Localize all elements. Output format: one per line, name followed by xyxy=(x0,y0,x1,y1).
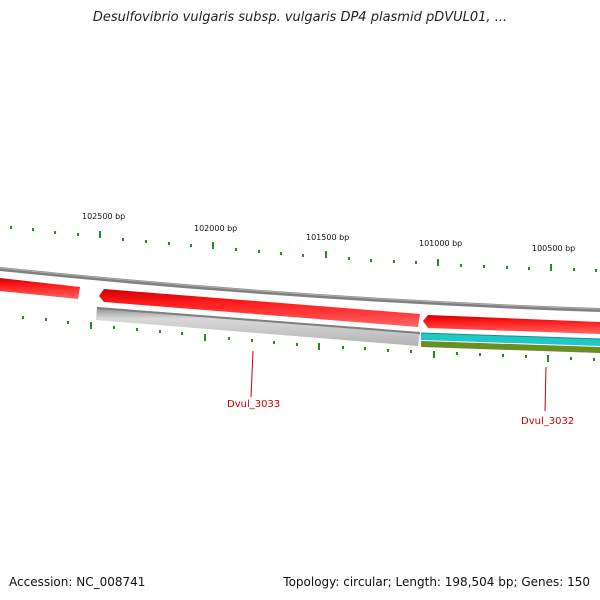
minor-tick xyxy=(573,268,575,271)
minor-tick xyxy=(228,337,230,340)
minor-tick xyxy=(136,328,138,331)
inner-tick-ring xyxy=(22,316,595,362)
minor-tick xyxy=(528,267,530,270)
plasmid-backbone xyxy=(0,267,600,312)
minor-tick xyxy=(181,332,183,335)
minor-tick xyxy=(479,353,481,356)
minor-tick xyxy=(145,240,147,243)
minor-tick xyxy=(258,250,260,253)
outer-tick-ring xyxy=(10,226,597,272)
minor-tick xyxy=(113,326,115,329)
tick-label-101500: 101500 bp xyxy=(306,233,349,242)
callout-line-dvul-3033 xyxy=(250,350,254,398)
tick-label-101000: 101000 bp xyxy=(419,239,462,248)
minor-tick xyxy=(506,266,508,269)
major-tick xyxy=(325,251,327,258)
major-tick xyxy=(433,351,435,358)
gene-label-dvul-3033[interactable]: Dvul_3033 xyxy=(227,399,280,410)
minor-tick xyxy=(370,259,372,262)
cyan-feature-dvul-3032[interactable] xyxy=(421,333,600,346)
minor-tick xyxy=(77,233,79,236)
minor-tick xyxy=(302,254,304,257)
minor-tick xyxy=(410,350,412,353)
minor-tick xyxy=(456,352,458,355)
major-tick xyxy=(99,231,101,238)
major-tick xyxy=(318,343,320,350)
minor-tick xyxy=(483,265,485,268)
cyan-feature-shadow xyxy=(420,332,600,340)
callout-line-dvul-3032 xyxy=(544,366,547,412)
major-tick xyxy=(90,322,92,329)
minor-tick xyxy=(415,261,417,264)
genome-summary-label: Topology: circular; Length: 198,504 bp; … xyxy=(283,575,590,589)
map-title: Desulfovibrio vulgaris subsp. vulgaris D… xyxy=(92,10,508,25)
major-tick xyxy=(437,259,439,266)
minor-tick xyxy=(67,321,69,324)
minor-tick xyxy=(22,316,24,319)
minor-tick xyxy=(570,357,572,360)
minor-tick xyxy=(10,226,12,229)
major-tick xyxy=(204,334,206,341)
minor-tick xyxy=(393,260,395,263)
tick-label-102500: 102500 bp xyxy=(82,212,125,221)
minor-tick xyxy=(273,341,275,344)
minor-tick xyxy=(251,339,253,342)
forward-cds-right[interactable] xyxy=(423,315,600,334)
minor-tick xyxy=(296,343,298,346)
major-tick xyxy=(550,264,552,271)
minor-tick xyxy=(387,349,389,352)
reverse-feature-dvul-3033[interactable] xyxy=(96,307,420,346)
minor-tick xyxy=(595,269,597,272)
accession-label: Accession: NC_008741 xyxy=(9,575,146,589)
major-tick xyxy=(212,242,214,249)
minor-tick xyxy=(190,244,192,247)
major-tick xyxy=(547,355,549,362)
gene-label-dvul-3032[interactable]: Dvul_3032 xyxy=(521,416,574,427)
minor-tick xyxy=(593,358,595,361)
minor-tick xyxy=(502,354,504,357)
minor-tick xyxy=(280,252,282,255)
minor-tick xyxy=(364,347,366,350)
minor-tick xyxy=(525,355,527,358)
tick-label-100500: 100500 bp xyxy=(532,244,575,253)
minor-tick xyxy=(32,228,34,231)
plasmid-backbone-highlight xyxy=(0,267,600,310)
forward-cds-left[interactable] xyxy=(0,278,80,299)
reverse-feature-edge xyxy=(96,307,421,334)
forward-cds-dvul-3033-region[interactable] xyxy=(99,289,420,327)
minor-tick xyxy=(45,318,47,321)
minor-tick xyxy=(54,231,56,234)
tick-label-102000: 102000 bp xyxy=(194,224,237,233)
olive-feature-dvul-3032[interactable] xyxy=(421,341,600,353)
minor-tick xyxy=(348,257,350,260)
minor-tick xyxy=(460,264,462,267)
minor-tick xyxy=(235,248,237,251)
minor-tick xyxy=(159,330,161,333)
minor-tick xyxy=(122,238,124,241)
minor-tick xyxy=(168,242,170,245)
minor-tick xyxy=(342,346,344,349)
